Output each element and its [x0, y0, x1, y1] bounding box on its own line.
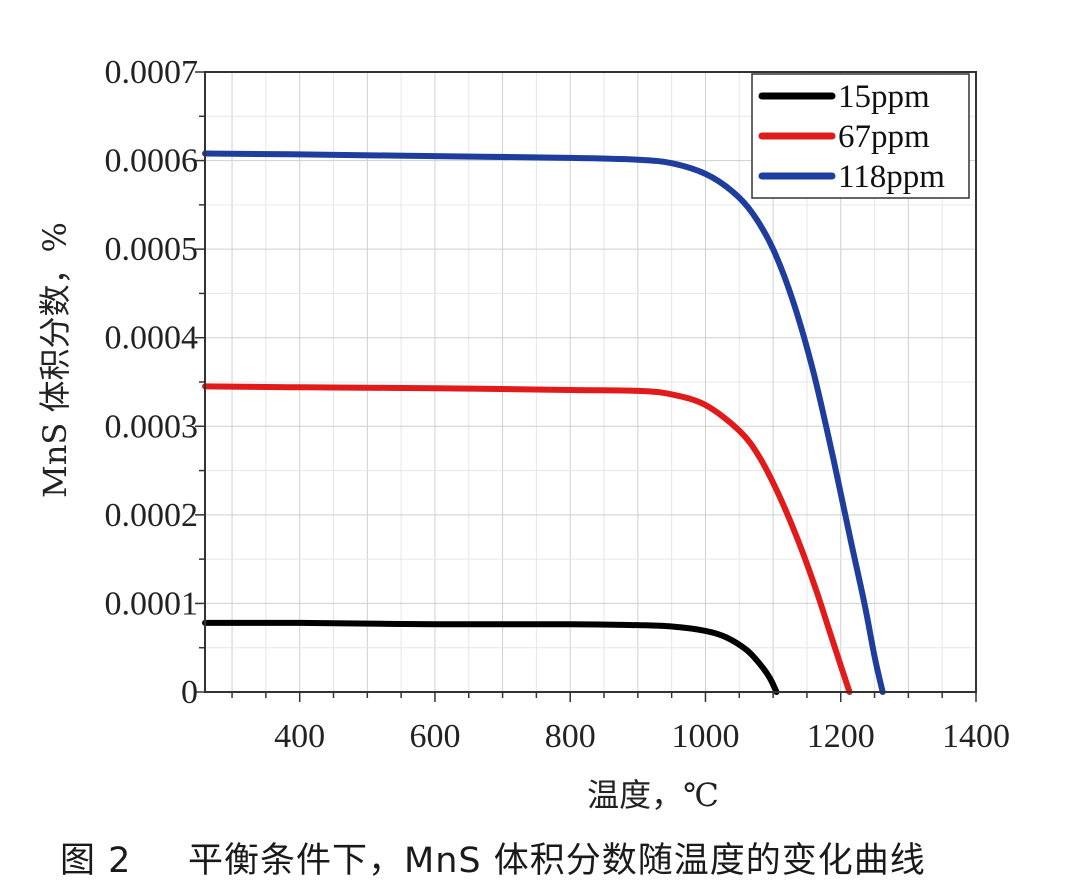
y-tick-label: 0.0004 — [105, 320, 199, 357]
y-tick-label: 0.0005 — [105, 231, 199, 268]
x-tick-labels: 400 600 800 1000 1200 1400 — [274, 718, 1010, 755]
y-tick-label: 0.0001 — [105, 585, 199, 622]
x-tick-label: 1000 — [671, 718, 739, 755]
legend-label-67ppm: 67ppm — [838, 119, 930, 155]
x-tick-label: 400 — [274, 718, 325, 755]
x-tick-label: 1400 — [942, 718, 1010, 755]
x-tick-label: 600 — [409, 718, 460, 755]
caption-text: 平衡条件下，MnS 体积分数随温度的变化曲线 — [188, 841, 926, 881]
legend-label-118ppm: 118ppm — [838, 159, 945, 195]
series-line-118ppm — [202, 150, 886, 695]
legend-label-15ppm: 15ppm — [838, 79, 930, 115]
y-tick-label: 0.0006 — [105, 143, 199, 180]
y-tick-label: 0.0003 — [105, 408, 199, 445]
y-tick-label: 0 — [181, 674, 198, 711]
series-line-15ppm — [202, 619, 780, 695]
figure-caption: 图 2 平衡条件下，MnS 体积分数随温度的变化曲线 — [0, 826, 1080, 886]
series-layer — [202, 150, 886, 695]
ticks — [195, 71, 977, 702]
y-tick-label: 0.0007 — [105, 54, 199, 91]
series-line-67ppm — [202, 383, 853, 695]
x-tick-label: 1200 — [807, 718, 875, 755]
y-axis-title: MnS 体积分数，% — [36, 222, 74, 498]
y-tick-labels: 0 0.0001 0.0002 0.0003 0.0004 0.0005 0.0006 0.0… — [105, 54, 199, 711]
x-tick-label: 800 — [545, 718, 596, 755]
caption-label: 图 2 — [60, 841, 132, 881]
legend: 15ppm 67ppm 118ppm — [751, 73, 970, 199]
y-tick-label: 0.0002 — [105, 497, 199, 534]
chart: 0 0.0001 0.0002 0.0003 0.0004 0.0005 0.0006 0.0… — [36, 54, 1010, 814]
x-axis-title: 温度，℃ — [587, 776, 719, 814]
